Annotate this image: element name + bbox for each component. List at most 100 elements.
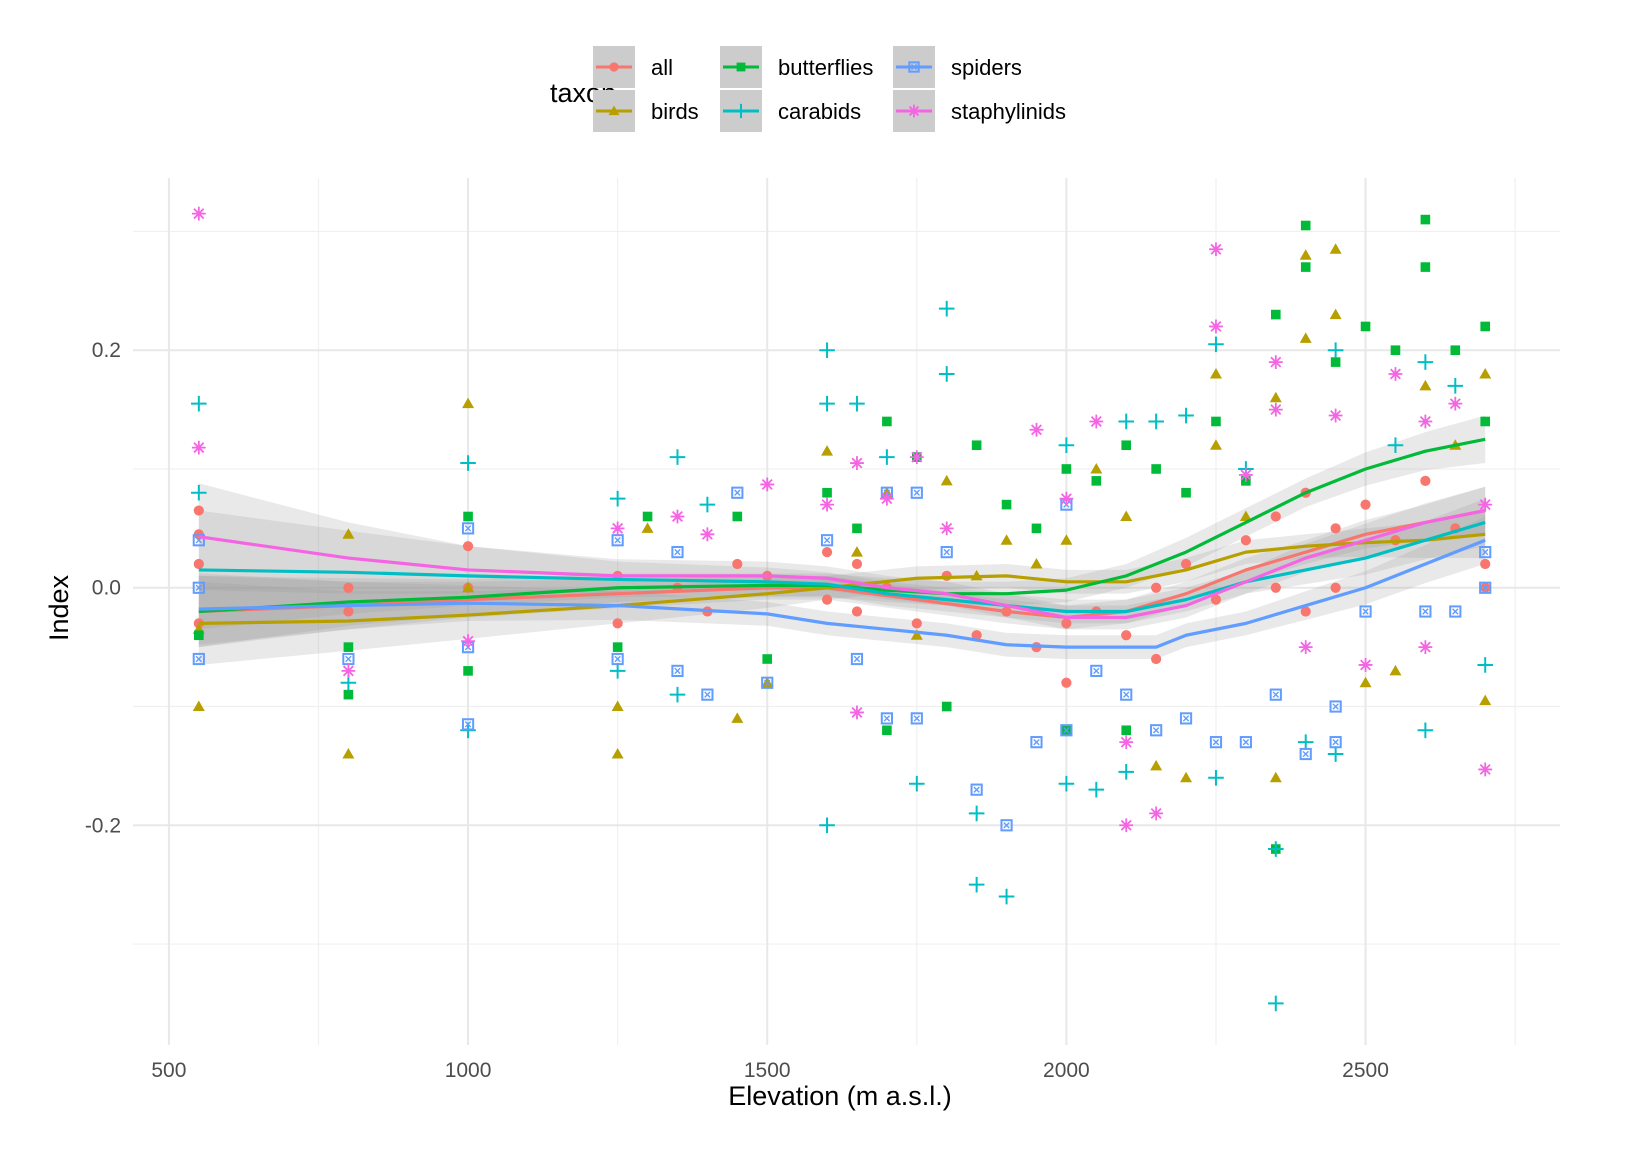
point-all: [1151, 653, 1162, 665]
legend-item-spiders: spiders: [893, 46, 1022, 88]
confidence-band-butterflies: [198, 415, 1486, 648]
point-birds: [1120, 510, 1133, 521]
point-staphylinids: [1119, 818, 1134, 833]
confidence-bands: [198, 415, 1486, 665]
point-spiders: [192, 652, 205, 666]
point-carabids: [1208, 769, 1224, 786]
point-staphylinids: [1209, 319, 1223, 334]
point-birds: [342, 528, 355, 539]
legend-key-marker: [908, 61, 920, 73]
point-staphylinids: [1119, 735, 1134, 750]
point-birds: [611, 700, 624, 712]
point-all: [821, 594, 833, 605]
point-spiders: [1329, 736, 1342, 749]
point-carabids: [1327, 746, 1344, 762]
smooth-line-birds: [198, 532, 1486, 625]
confidence-band-spiders: [198, 516, 1486, 660]
legend-item-all: all: [593, 46, 673, 88]
point-birds: [641, 522, 654, 533]
point-carabids: [1178, 407, 1194, 424]
point-birds: [821, 445, 834, 456]
point-birds: [1329, 308, 1342, 320]
point-spiders: [970, 783, 983, 796]
point-staphylinids: [850, 705, 864, 720]
legend-key-marker: [907, 104, 921, 118]
point-butterflies: [1450, 345, 1461, 356]
point-birds: [462, 397, 475, 409]
point-staphylinids: [1149, 806, 1164, 821]
point-butterflies: [1270, 309, 1281, 320]
point-carabids: [938, 366, 955, 382]
smooth-line-spiders: [198, 538, 1486, 649]
point-butterflies: [343, 689, 354, 700]
point-butterflies: [1031, 523, 1042, 534]
point-birds: [940, 474, 953, 486]
legend-label: carabids: [778, 99, 861, 124]
point-birds: [1239, 510, 1252, 521]
point-all: [1061, 618, 1072, 629]
x-tick-label: 1500: [744, 1059, 791, 1082]
legend: taxon allbirdsbutterfliescarabidsspiders…: [550, 46, 1066, 132]
point-butterflies: [1480, 321, 1491, 332]
point-spiders: [671, 546, 684, 559]
x-axis-title: Elevation (m a.s.l.): [728, 1081, 952, 1111]
legend-item-butterflies: butterflies: [720, 46, 873, 88]
point-butterflies: [642, 511, 653, 522]
point-birds: [1180, 771, 1193, 783]
point-birds: [1209, 439, 1222, 450]
legend-label: spiders: [951, 55, 1022, 80]
point-staphylinids: [1059, 491, 1074, 506]
point-birds: [1299, 249, 1312, 260]
point-all: [911, 618, 922, 629]
point-carabids: [1447, 378, 1464, 394]
point-staphylinids: [461, 634, 475, 649]
point-staphylinids: [670, 509, 685, 524]
point-butterflies: [732, 511, 743, 522]
point-carabids: [1058, 437, 1075, 454]
point-staphylinids: [191, 440, 206, 455]
point-staphylinids: [1448, 396, 1463, 411]
point-all: [1061, 677, 1072, 688]
point-butterflies: [1211, 416, 1221, 427]
smooth-line-staphylinids: [198, 508, 1486, 620]
point-all: [821, 547, 833, 558]
point-carabids: [1118, 413, 1135, 430]
plot-area: [133, 178, 1560, 1045]
point-spiders: [761, 676, 774, 689]
point-carabids: [609, 490, 626, 507]
point-carabids: [1477, 657, 1494, 673]
point-carabids: [1268, 995, 1284, 1012]
point-all: [1240, 535, 1251, 546]
point-spiders: [701, 688, 714, 701]
point-spiders: [820, 534, 834, 547]
point-all: [1330, 523, 1341, 534]
x-tick-label: 2500: [1342, 1059, 1389, 1082]
point-butterflies: [1300, 262, 1311, 272]
point-spiders: [1299, 747, 1312, 761]
point-birds: [1479, 694, 1492, 706]
point-staphylinids: [1209, 242, 1223, 257]
point-carabids: [819, 395, 835, 412]
point-butterflies: [971, 440, 982, 451]
point-spiders: [940, 546, 953, 559]
point-butterflies: [1390, 345, 1401, 356]
point-spiders: [1179, 712, 1193, 725]
point-butterflies: [463, 666, 473, 676]
point-carabids: [909, 775, 925, 792]
point-butterflies: [1480, 416, 1491, 427]
point-butterflies: [1001, 499, 1012, 510]
point-staphylinids: [1418, 414, 1433, 429]
point-spiders: [461, 522, 475, 535]
point-carabids: [1417, 354, 1434, 370]
point-birds: [1030, 557, 1043, 569]
point-all: [462, 541, 474, 552]
point-spiders: [1030, 736, 1043, 749]
point-staphylinids: [1418, 640, 1433, 655]
point-birds: [1269, 771, 1282, 783]
point-spiders: [1120, 688, 1133, 701]
point-staphylinids: [610, 521, 625, 536]
point-carabids: [191, 484, 207, 501]
point-spiders: [1060, 724, 1073, 737]
point-spiders: [461, 718, 475, 731]
point-butterflies: [1300, 220, 1311, 231]
